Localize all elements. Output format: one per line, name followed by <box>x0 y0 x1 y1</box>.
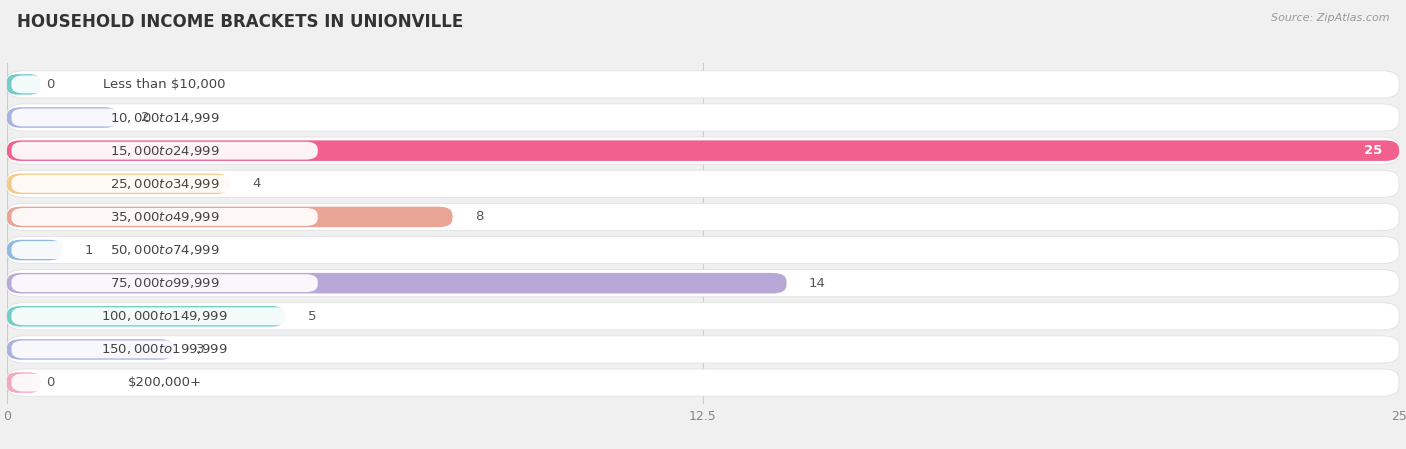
FancyBboxPatch shape <box>7 306 285 326</box>
FancyBboxPatch shape <box>11 75 318 93</box>
Text: Source: ZipAtlas.com: Source: ZipAtlas.com <box>1271 13 1389 23</box>
Text: $75,000 to $99,999: $75,000 to $99,999 <box>110 276 219 290</box>
Text: HOUSEHOLD INCOME BRACKETS IN UNIONVILLE: HOUSEHOLD INCOME BRACKETS IN UNIONVILLE <box>17 13 463 31</box>
Text: 25: 25 <box>1364 144 1382 157</box>
FancyBboxPatch shape <box>11 208 318 226</box>
FancyBboxPatch shape <box>7 240 63 260</box>
FancyBboxPatch shape <box>7 372 41 393</box>
Text: $15,000 to $24,999: $15,000 to $24,999 <box>110 144 219 158</box>
Text: 14: 14 <box>808 277 825 290</box>
Text: $150,000 to $199,999: $150,000 to $199,999 <box>101 343 228 357</box>
FancyBboxPatch shape <box>7 141 1399 161</box>
FancyBboxPatch shape <box>7 107 118 128</box>
Text: Less than $10,000: Less than $10,000 <box>104 78 226 91</box>
FancyBboxPatch shape <box>11 340 318 358</box>
Text: 0: 0 <box>46 78 55 91</box>
FancyBboxPatch shape <box>11 109 318 127</box>
Text: 8: 8 <box>475 211 484 224</box>
FancyBboxPatch shape <box>7 104 1399 131</box>
FancyBboxPatch shape <box>7 203 1399 230</box>
Text: $200,000+: $200,000+ <box>128 376 201 389</box>
FancyBboxPatch shape <box>7 170 1399 198</box>
FancyBboxPatch shape <box>7 74 41 95</box>
FancyBboxPatch shape <box>7 207 453 227</box>
FancyBboxPatch shape <box>7 336 1399 363</box>
FancyBboxPatch shape <box>7 369 1399 396</box>
Text: 3: 3 <box>197 343 205 356</box>
Text: 0: 0 <box>46 376 55 389</box>
FancyBboxPatch shape <box>11 374 318 392</box>
Text: $10,000 to $14,999: $10,000 to $14,999 <box>110 110 219 124</box>
FancyBboxPatch shape <box>7 137 1399 164</box>
Text: $100,000 to $149,999: $100,000 to $149,999 <box>101 309 228 323</box>
FancyBboxPatch shape <box>11 241 318 259</box>
FancyBboxPatch shape <box>7 173 229 194</box>
Text: 4: 4 <box>252 177 260 190</box>
Text: $50,000 to $74,999: $50,000 to $74,999 <box>110 243 219 257</box>
Text: 2: 2 <box>141 111 149 124</box>
FancyBboxPatch shape <box>7 237 1399 264</box>
Text: 1: 1 <box>84 243 93 256</box>
Text: 5: 5 <box>308 310 316 323</box>
FancyBboxPatch shape <box>7 269 1399 297</box>
FancyBboxPatch shape <box>11 274 318 292</box>
Text: $25,000 to $34,999: $25,000 to $34,999 <box>110 177 219 191</box>
FancyBboxPatch shape <box>7 339 174 360</box>
FancyBboxPatch shape <box>11 142 318 159</box>
FancyBboxPatch shape <box>7 273 786 294</box>
FancyBboxPatch shape <box>7 71 1399 98</box>
FancyBboxPatch shape <box>11 175 318 193</box>
FancyBboxPatch shape <box>7 303 1399 330</box>
Text: $35,000 to $49,999: $35,000 to $49,999 <box>110 210 219 224</box>
FancyBboxPatch shape <box>11 308 318 325</box>
